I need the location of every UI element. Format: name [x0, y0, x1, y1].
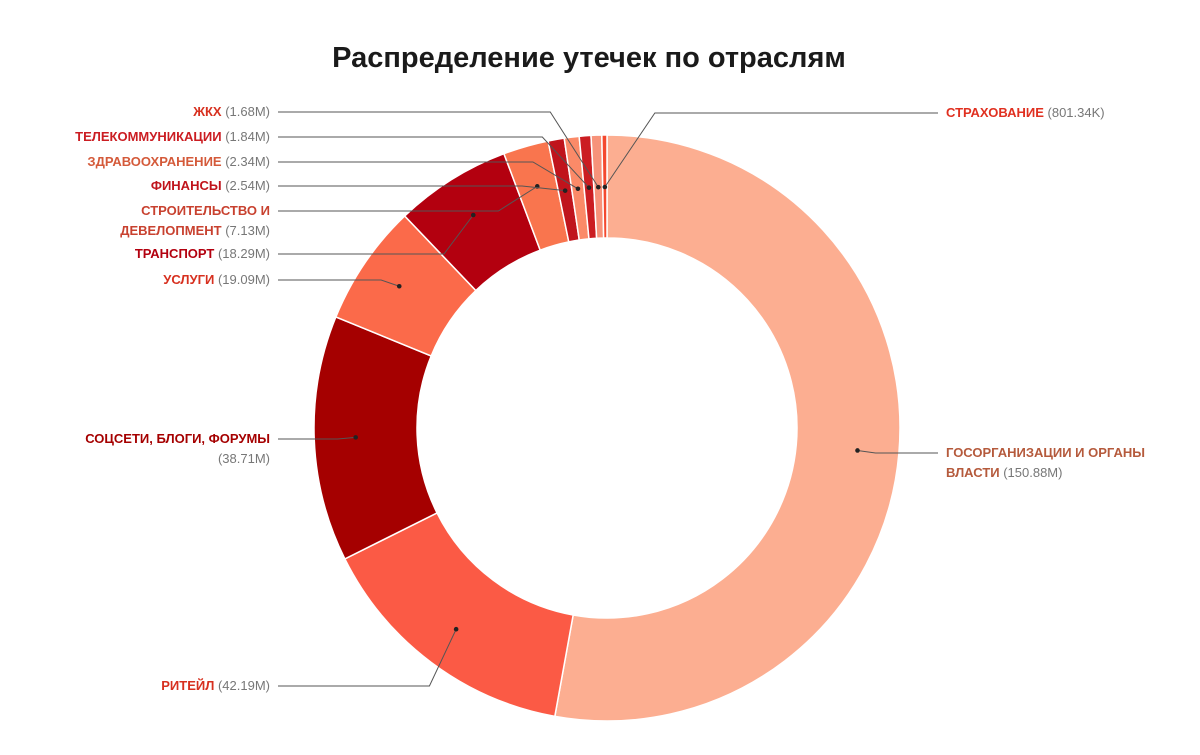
- leader-dot-соцсети-блоги-форумы: [353, 435, 358, 440]
- leader-dot-финансы: [562, 188, 568, 193]
- leader-dot-здравоохранение: [575, 186, 581, 192]
- leader-dot-жкх: [595, 184, 601, 190]
- leader-lines: [278, 111, 938, 687]
- slice-label-госорганизации-и-органы-власти: ГОСОРГАНИЗАЦИИ И ОРГАНЫ ВЛАСТИ (150.88M): [946, 445, 1145, 480]
- leader-line-госорганизации-и-органы-власти: [857, 449, 938, 454]
- leader-line-здравоохранение: [278, 161, 579, 190]
- leader-dot-ритейл: [453, 626, 459, 632]
- leader-line-соцсети-блоги-форумы: [278, 436, 356, 440]
- leader-line-страхование: [604, 112, 938, 188]
- leader-dot-страхование: [602, 184, 608, 190]
- slice-label-жкх: ЖКХ (1.68M): [192, 104, 270, 119]
- leader-dot-транспорт: [470, 212, 476, 218]
- donut-slices: [313, 134, 901, 722]
- slice-госорганизации-и-органы-власти: [553, 134, 901, 722]
- leader-dot-услуги: [396, 283, 402, 289]
- leader-line-финансы: [278, 185, 566, 192]
- slice-соцсети-блоги-форумы: [313, 315, 439, 560]
- leader-dot-телекоммуникации: [586, 185, 592, 190]
- leader-line-ритейл: [278, 629, 457, 687]
- slice-label-ритейл: РИТЕЙЛ (42.19M): [161, 678, 270, 693]
- chart-title: Распределение утечек по отраслям: [332, 42, 846, 74]
- leader-line-транспорт: [278, 214, 474, 255]
- leader-line-строительство-и-девелопмент: [278, 185, 538, 212]
- slice-label-здравоохранение: ЗДРАВООХРАНЕНИЕ (2.34M): [87, 154, 270, 169]
- leader-line-жкх: [278, 111, 599, 188]
- slice-label-транспорт: ТРАНСПОРТ (18.29M): [135, 246, 270, 261]
- slice-label-строительство-и-девелопмент: СТРОИТЕЛЬСТВО И ДЕВЕЛОПМЕНТ (7.13M): [120, 203, 270, 238]
- slice-label-финансы: ФИНАНСЫ (2.54M): [151, 178, 270, 193]
- leader-dot-госорганизации-и-органы-власти: [855, 448, 860, 453]
- leader-line-услуги: [278, 279, 400, 287]
- leader-line-телекоммуникации: [278, 136, 590, 189]
- slice-label-соцсети-блоги-форумы: СОЦСЕТИ, БЛОГИ, ФОРУМЫ (38.71M): [85, 431, 270, 466]
- slice-label-телекоммуникации: ТЕЛЕКОММУНИКАЦИИ (1.84M): [75, 129, 270, 144]
- slice-label-услуги: УСЛУГИ (19.09M): [163, 272, 270, 287]
- slice-labels: ГОСОРГАНИЗАЦИИ И ОРГАНЫ ВЛАСТИ (150.88M) Р…: [75, 104, 1145, 693]
- slice-label-страхование: СТРАХОВАНИЕ (801.34K): [946, 105, 1105, 120]
